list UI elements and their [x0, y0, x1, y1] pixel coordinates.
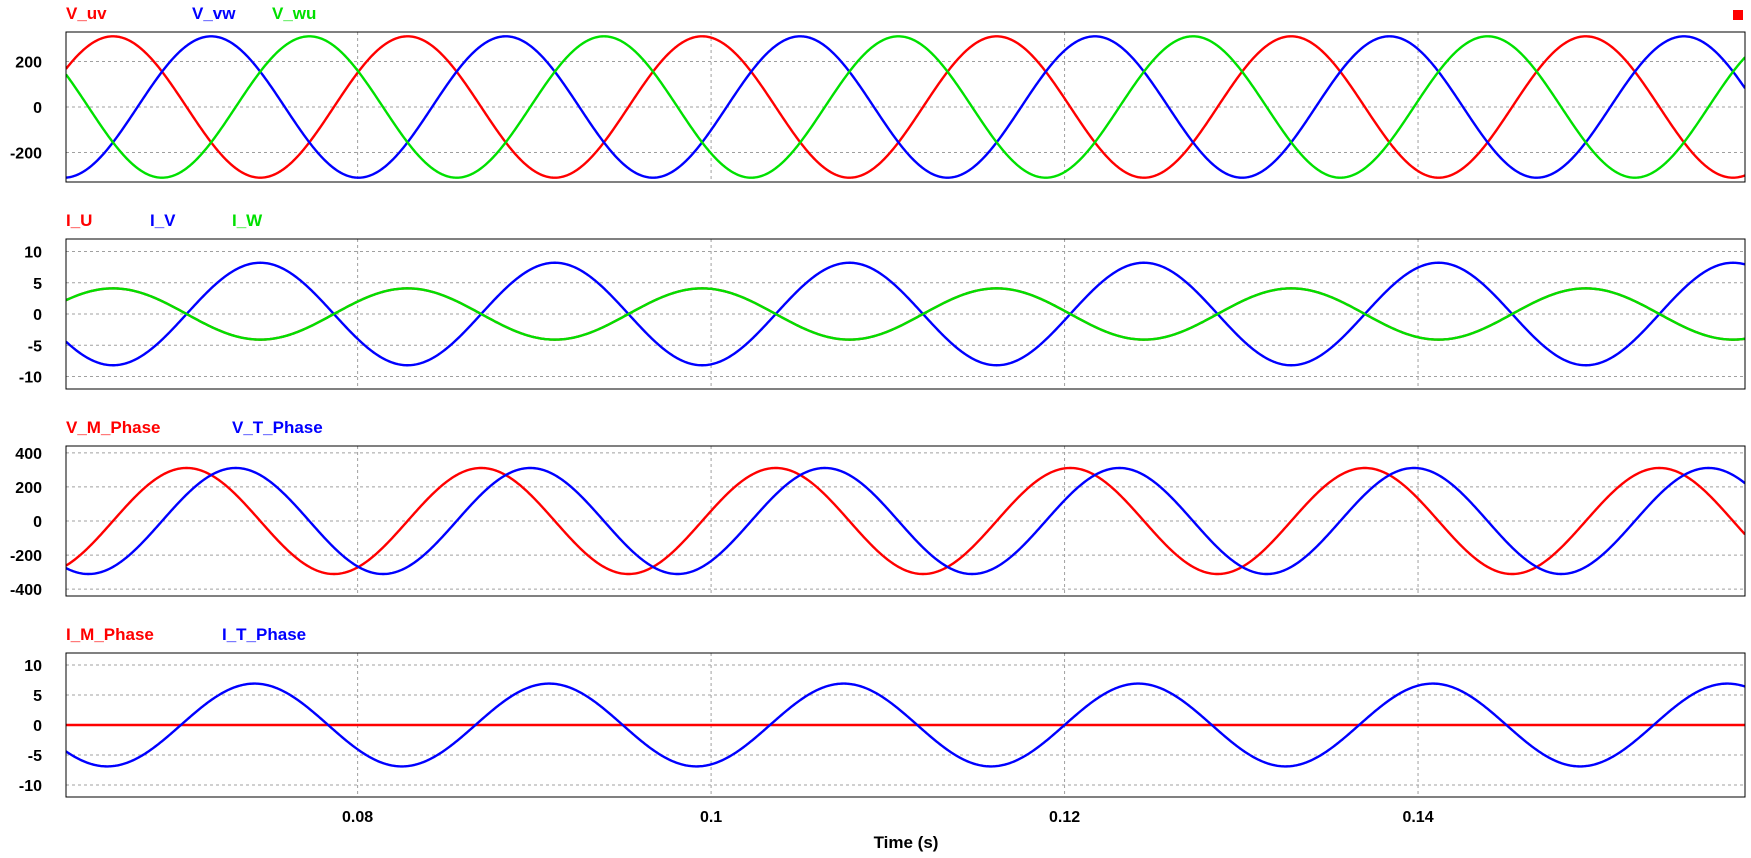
plot-panels: 200 0 -200 V_uv V_vw V_wu 10 5 0 -5 -10 I_U I_V I_W 40…: [10, 4, 1746, 826]
legend-entry-v-uv: V_uv: [66, 4, 107, 23]
y-tick-label: 0: [33, 100, 42, 117]
y-tick-label: -200: [10, 548, 42, 565]
panel-4: 10 5 0 -5 -10 I_M_Phase I_T_Phase: [19, 625, 1746, 798]
y-tick-label: -10: [19, 778, 42, 795]
series-line-v-t-phase: [66, 466, 1745, 576]
legend-entry-i-w: I_W: [232, 211, 263, 230]
plot-border: [65, 652, 1746, 798]
panel-3: 400 200 0 -200 -400 V_M_Phase V_T_Phase: [10, 418, 1746, 599]
y-tick-label: 200: [15, 55, 42, 72]
x-tick-label: 0.08: [342, 809, 373, 826]
plot-border: [65, 445, 1746, 597]
y-tick-label: -10: [19, 370, 42, 387]
y-tick-label: 400: [15, 446, 42, 463]
y-tick-label: 0: [33, 307, 42, 324]
panel-2: 10 5 0 -5 -10 I_U I_V I_W: [19, 211, 1746, 390]
series-line-v-wu: [66, 35, 1745, 179]
corner-marker-icon: [1733, 10, 1743, 20]
x-axis-ticks: 0.08 0.1 0.12 0.14: [342, 809, 1434, 826]
legend-entry-i-m-phase: I_M_Phase: [66, 625, 154, 644]
plot-frame: [65, 445, 1746, 597]
panel-1: 200 0 -200 V_uv V_vw V_wu: [10, 4, 1746, 183]
plot-frame: [65, 31, 1746, 183]
y-tick-label: 10: [24, 658, 42, 675]
plot-border: [65, 238, 1746, 390]
y-tick-label: 0: [33, 718, 42, 735]
series-line-v-m-phase: [66, 466, 1745, 576]
y-tick-label: -5: [28, 338, 42, 355]
x-tick-label: 0.1: [700, 809, 722, 826]
series-line-v-uv: [66, 35, 1745, 179]
plot-border: [65, 31, 1746, 183]
y-tick-label: 200: [15, 480, 42, 497]
plot-frame: [65, 238, 1746, 390]
series-line-i-t-phase: [66, 682, 1745, 768]
series-line-i-v: [66, 261, 1745, 367]
y-tick-label: 5: [33, 276, 42, 293]
y-tick-label: -5: [28, 748, 42, 765]
legend-entry-v-vw: V_vw: [192, 4, 236, 23]
legend-entry-i-u: I_U: [66, 211, 92, 230]
legend-entry-v-t-phase: V_T_Phase: [232, 418, 323, 437]
y-tick-label: 10: [24, 245, 42, 262]
y-tick-label: -200: [10, 145, 42, 162]
x-tick-label: 0.14: [1402, 809, 1433, 826]
series-line-v-vw: [66, 35, 1745, 179]
legend-entry-i-t-phase: I_T_Phase: [222, 625, 306, 644]
y-tick-label: 5: [33, 688, 42, 705]
legend-entry-i-v: I_V: [150, 211, 176, 230]
y-tick-label: 0: [33, 514, 42, 531]
legend-entry-v-wu: V_wu: [272, 4, 316, 23]
y-tick-label: -400: [10, 582, 42, 599]
series-line-i-w: [66, 287, 1745, 341]
x-axis-label: Time (s): [874, 833, 939, 852]
legend-entry-v-m-phase: V_M_Phase: [66, 418, 161, 437]
x-tick-label: 0.12: [1049, 809, 1080, 826]
